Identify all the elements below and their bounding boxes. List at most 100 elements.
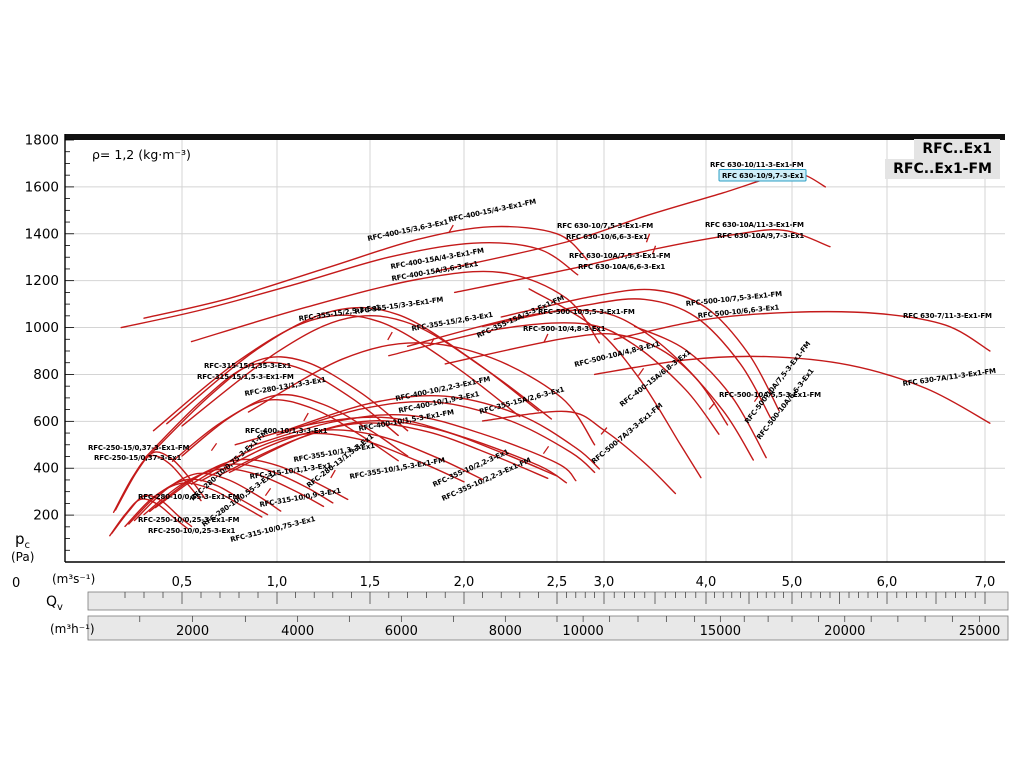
- legend-item-ex1-fm: RFC..Ex1-FM: [885, 159, 1000, 180]
- y-axis-ticks: 200 400 600 800 1000 1200 1400 1600 1800: [25, 133, 74, 563]
- fan-curve-500-10-a: [388, 322, 720, 435]
- fan-curve-500-10-c: [481, 298, 772, 419]
- curve-label: RFC-315-15/1,5-3-Ex1-FM: [197, 373, 294, 381]
- curve-label: RFC-500-10A/5,5-3-Ex1-FM: [719, 391, 821, 399]
- curve-label: RFC-500-10/5,5-3-Ex1-FM: [538, 308, 635, 316]
- svg-text:RFC-315-15/1,5-3-Ex1-FM: RFC-315-15/1,5-3-Ex1-FM: [197, 373, 294, 381]
- y-axis-unit: (Pa): [11, 550, 35, 564]
- svg-text:RFC-250-15/0,37-3-Ex1-FM: RFC-250-15/0,37-3-Ex1-FM: [88, 444, 190, 452]
- svg-text:RFC 630-10/9,7-3-Ex1: RFC 630-10/9,7-3-Ex1: [722, 172, 804, 180]
- fan-curve-355-10-b: [200, 429, 484, 482]
- y-tick-label: 800: [33, 367, 59, 383]
- curve-label-selected[interactable]: RFC 630-10/9,7-3-Ex1: [718, 169, 807, 182]
- m3h-ruler-ticks: 2000 4000 6000 8000 10000 15000 20000 25000: [139, 616, 1000, 639]
- y-tick-label: 1000: [25, 320, 59, 336]
- fan-curve-400-15: [120, 242, 579, 329]
- fan-curve-280-10-b: [128, 478, 269, 525]
- svg-text:7,0: 7,0: [975, 575, 996, 590]
- svg-text:RFC-250-15/0,37-3-Ex1: RFC-250-15/0,37-3-Ex1: [94, 454, 181, 462]
- curve-label: RFC 630-10/7,5-3-Ex1-FM: [557, 222, 653, 230]
- svg-text:RFC 630-7/11-3-Ex1-FM: RFC 630-7/11-3-Ex1-FM: [903, 312, 992, 320]
- svg-text:5,0: 5,0: [782, 575, 803, 590]
- fan-curve-400-10-d: [285, 394, 600, 470]
- y-tick-label: 1800: [25, 133, 59, 149]
- m3h-tick-label: 10000: [562, 624, 603, 639]
- curve-label: RFC-250-10/0,25-3-Ex1-FM: [138, 516, 240, 524]
- svg-text:RFC-315-15/1,35-3-Ex1: RFC-315-15/1,35-3-Ex1: [204, 362, 291, 370]
- curve-label: RFC 630-10/11-3-Ex1-FM: [710, 161, 804, 169]
- fan-curve-315-10-a: [143, 468, 325, 516]
- curve-label: RFC-250-15/0,37-3-Ex1-FM: [88, 444, 190, 452]
- fan-curve-280-10-c: [133, 472, 282, 522]
- svg-text:0,5: 0,5: [172, 575, 193, 590]
- m3h-tick-label: 6000: [385, 624, 418, 639]
- fan-curve-500-10A: [444, 333, 754, 461]
- svg-text:3,0: 3,0: [594, 575, 615, 590]
- plot-area: [65, 140, 1005, 562]
- x-axis-m3s-labels: 0,5 1,0 1,5 2,0 2,5 3,0 4,0 5,0 6,0 7,0: [172, 575, 996, 590]
- fan-curve-315-15-b: [150, 356, 409, 454]
- m3h-tick-label: 2000: [176, 624, 209, 639]
- svg-text:1,0: 1,0: [267, 575, 288, 590]
- fan-curve-400-15A-hi: [528, 288, 702, 479]
- svg-text:RFC-500-10/5,5-3-Ex1-FM: RFC-500-10/5,5-3-Ex1-FM: [538, 308, 635, 316]
- fan-curve-355-15A: [247, 342, 596, 446]
- fan-curve-400-10-b: [247, 413, 577, 482]
- plot-top-bar: [65, 134, 1005, 140]
- fan-curve-315-15-a: [143, 361, 399, 460]
- flow-symbol: Qv: [46, 594, 63, 613]
- curve-label: RFC-400-10/1,3-3-Ex1: [245, 427, 328, 435]
- svg-text:RFC-280-10/0,55-3-Ex1-FM: RFC-280-10/0,55-3-Ex1-FM: [138, 493, 240, 501]
- fan-curve-630-10A: [453, 229, 831, 294]
- y-axis-zero: 0: [12, 576, 21, 591]
- y-tick-label: 200: [33, 508, 59, 524]
- y-tick-label: 1200: [25, 273, 59, 289]
- curve-label: RFC-280-10/0,55-3-Ex1-FM: [138, 493, 240, 501]
- m3h-tick-label: 25000: [959, 624, 1000, 639]
- curve-limit-ticks: [210, 224, 761, 497]
- fan-curve-355-15-a: [152, 314, 521, 432]
- svg-text:RFC-400-10/1,3-3-Ex1: RFC-400-10/1,3-3-Ex1: [245, 427, 328, 435]
- fan-curve-280-13-a: [171, 398, 399, 462]
- curve-label: RFC-250-15/0,37-3-Ex1: [94, 454, 182, 462]
- svg-text:2,0: 2,0: [454, 575, 475, 590]
- curve-label: RFC 630-10A/11-3-Ex1-FM: [705, 221, 804, 229]
- m3h-tick-label: 20000: [824, 624, 865, 639]
- x-axis-unit-m3s: (m³s⁻¹): [52, 572, 96, 586]
- qv-ruler-band: [87, 591, 1009, 611]
- legend-item-ex1: RFC..Ex1: [914, 139, 1000, 160]
- legend: RFC..Ex1 RFC..Ex1-FM: [885, 139, 1000, 180]
- fan-curve-280-13-b: [181, 393, 409, 457]
- y-tick-label: 1600: [25, 179, 59, 195]
- y-axis-title: pc: [15, 530, 31, 551]
- curve-label: RFC-250-10/0,25-3-Ex1: [148, 527, 236, 535]
- fan-curve-250-15-b: [114, 451, 206, 511]
- svg-text:4,0: 4,0: [696, 575, 717, 590]
- fan-curve-400-10-c: [276, 400, 596, 474]
- fan-curves: [109, 172, 991, 537]
- svg-text:RFC 630-10A/11-3-Ex1-FM: RFC 630-10A/11-3-Ex1-FM: [705, 221, 804, 229]
- svg-text:RFC-250-10/0,25-3-Ex1: RFC-250-10/0,25-3-Ex1: [148, 527, 235, 535]
- fan-curve-315-10-b: [149, 463, 334, 513]
- curve-label: RFC 630-10A/7,5-3-Ex1-FM: [569, 252, 671, 260]
- fan-curve-500-10A-hi: [633, 325, 767, 459]
- y-tick-label: 600: [33, 414, 59, 430]
- svg-text:RFC 630-10/7,5-3-Ex1-FM: RFC 630-10/7,5-3-Ex1-FM: [557, 222, 653, 230]
- curve-label: RFC 630-10/6,6-3-Ex1: [566, 233, 648, 241]
- svg-text:RFC 630-10/6,6-3-Ex1: RFC 630-10/6,6-3-Ex1: [566, 233, 648, 241]
- y-tick-label: 1400: [25, 226, 59, 242]
- fan-curve-355-10-a: [190, 432, 465, 485]
- curve-label: RFC-500-10/4,8-3-Ex1: [523, 325, 606, 333]
- qv-ruler-ticks: [124, 592, 986, 604]
- svg-text:RFC-250-10/0,25-3-Ex1-FM: RFC-250-10/0,25-3-Ex1-FM: [138, 516, 240, 524]
- svg-text:RFC 630-10A/9,7-3-Ex1: RFC 630-10A/9,7-3-Ex1: [717, 232, 804, 240]
- svg-text:RFC 630-10A/6,6-3-Ex1: RFC 630-10A/6,6-3-Ex1: [578, 263, 665, 271]
- fan-curve-315-10-c: [154, 458, 349, 509]
- m3h-tick-label: 4000: [281, 624, 314, 639]
- svg-text:RFC-500-10/4,8-3-Ex1: RFC-500-10/4,8-3-Ex1: [523, 325, 606, 333]
- fan-curve-355-15-c: [181, 315, 553, 427]
- m3h-tick-label: 15000: [700, 624, 741, 639]
- svg-text:RFC 630-10/11-3-Ex1-FM: RFC 630-10/11-3-Ex1-FM: [710, 161, 804, 169]
